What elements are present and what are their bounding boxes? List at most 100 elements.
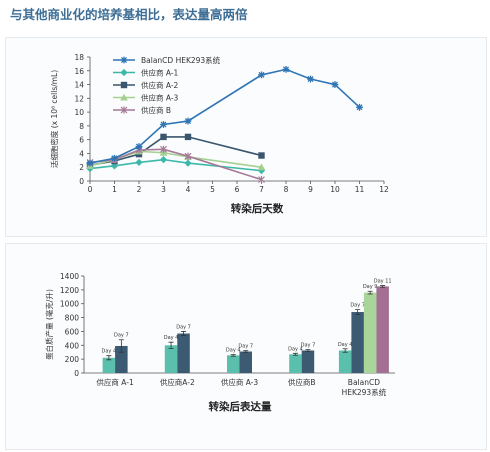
y-tick-label: 1400 [60, 272, 79, 281]
bar [227, 355, 240, 373]
y-tick-label: 600 [65, 327, 80, 336]
data-point [258, 152, 265, 159]
legend-label: 供应商 A-2 [141, 80, 179, 90]
y-tick-label: 12 [74, 94, 84, 103]
data-point [86, 159, 94, 167]
x-tick-label: 3 [161, 185, 166, 194]
data-point [258, 176, 265, 184]
group-label: 供应商 A-3 [221, 377, 259, 387]
series-line [89, 148, 262, 181]
legend-label: 供应商 B [141, 105, 171, 115]
bar-day-label: Day 11 [374, 279, 392, 285]
bar-day-label: Day 7 [176, 324, 191, 330]
data-point [282, 66, 290, 73]
bar-day-label: Day 7 [238, 344, 253, 350]
bar [338, 350, 352, 373]
x-tick-label: 0 [88, 185, 93, 194]
data-point [257, 163, 266, 171]
series-0 [86, 66, 363, 167]
bar-day-label: Day 7 [350, 303, 365, 309]
bar [177, 333, 190, 373]
y-tick-label: 200 [65, 355, 80, 364]
error-bar [181, 331, 187, 336]
legend-marker [120, 106, 128, 114]
data-point [258, 71, 265, 79]
data-point [356, 103, 363, 111]
data-point [160, 121, 167, 128]
bar [164, 345, 178, 373]
legend-label: 供应商 A-1 [141, 68, 179, 78]
y-tick-label: 8 [79, 122, 84, 131]
group-label: 供应商A-2 [160, 377, 195, 387]
bar [239, 351, 252, 373]
bar-day-label: Day 7 [114, 333, 129, 339]
y-tick-label: 4 [79, 149, 84, 158]
y-tick-label: 10 [74, 108, 84, 117]
bar-day-label: Day 9 [363, 284, 378, 290]
x-tick-label: 12 [379, 185, 389, 194]
bar [301, 350, 315, 373]
error-bar [355, 309, 361, 315]
data-point [160, 145, 167, 153]
y-tick-label: 1000 [60, 300, 79, 309]
legend-marker [120, 56, 128, 64]
data-point [159, 156, 168, 164]
x-axis-label: 转染后表达量 [209, 400, 272, 413]
error-bar [230, 354, 236, 357]
error-bar [168, 341, 174, 349]
error-bar [305, 349, 311, 352]
x-tick-label: 2 [137, 185, 142, 194]
y-tick-label: 6 [79, 136, 84, 145]
data-point [160, 133, 167, 141]
legend-marker [120, 68, 128, 77]
error-bar [342, 348, 348, 353]
x-tick-label: 9 [308, 185, 313, 194]
group-label: 供应商B [288, 377, 316, 387]
bar-group: Day 4 Day 7 供应商 A-1 [96, 333, 134, 387]
x-tick-label: 6 [235, 185, 240, 194]
bar-day-label: Day 4 [226, 348, 241, 354]
data-point [184, 117, 192, 125]
x-tick-label: 8 [284, 185, 289, 194]
group-label: 供应商 A-1 [96, 377, 134, 387]
series-line [89, 136, 262, 166]
y-tick-label: 14 [74, 81, 84, 90]
error-bar [380, 285, 386, 288]
data-point [331, 81, 339, 88]
data-point [184, 159, 192, 167]
x-tick-label: 4 [186, 185, 191, 194]
bar [376, 286, 389, 373]
data-point [307, 75, 314, 83]
y-tick-label: 800 [65, 314, 80, 323]
x-tick-label: 10 [330, 185, 340, 194]
y-axis-label: 活细胞密度 (x 10⁶ cells/mL) [49, 70, 59, 168]
series-line [89, 158, 262, 172]
data-point [111, 154, 118, 162]
bar [363, 292, 377, 373]
data-point [135, 158, 143, 166]
bar-group: Day 4 Day 7 供应商A-2 [160, 324, 195, 387]
bar [289, 354, 302, 373]
x-tick-label: 7 [259, 185, 264, 194]
y-tick-label: 0 [74, 369, 79, 378]
legend-label: 供应商 A-3 [141, 93, 179, 103]
legend-marker [120, 93, 128, 101]
y-axis-label: 蛋白质产量 (毫克/升) [44, 289, 54, 360]
bar [115, 345, 128, 373]
data-point [110, 162, 119, 170]
y-tick-label: 2 [79, 163, 84, 172]
bar-day-label: Day 4 [338, 342, 353, 348]
legend-label: BalanCD HEK293系统 [141, 55, 221, 65]
x-tick-label: 11 [355, 185, 365, 194]
y-tick-label: 18 [74, 53, 84, 62]
bar [102, 357, 116, 373]
bar [351, 312, 364, 373]
series-line [89, 68, 361, 164]
group-label: BalanCD HEK293系统 [342, 378, 387, 397]
error-bar [243, 350, 249, 353]
data-point [135, 143, 143, 150]
y-tick-label: 16 [74, 67, 84, 76]
